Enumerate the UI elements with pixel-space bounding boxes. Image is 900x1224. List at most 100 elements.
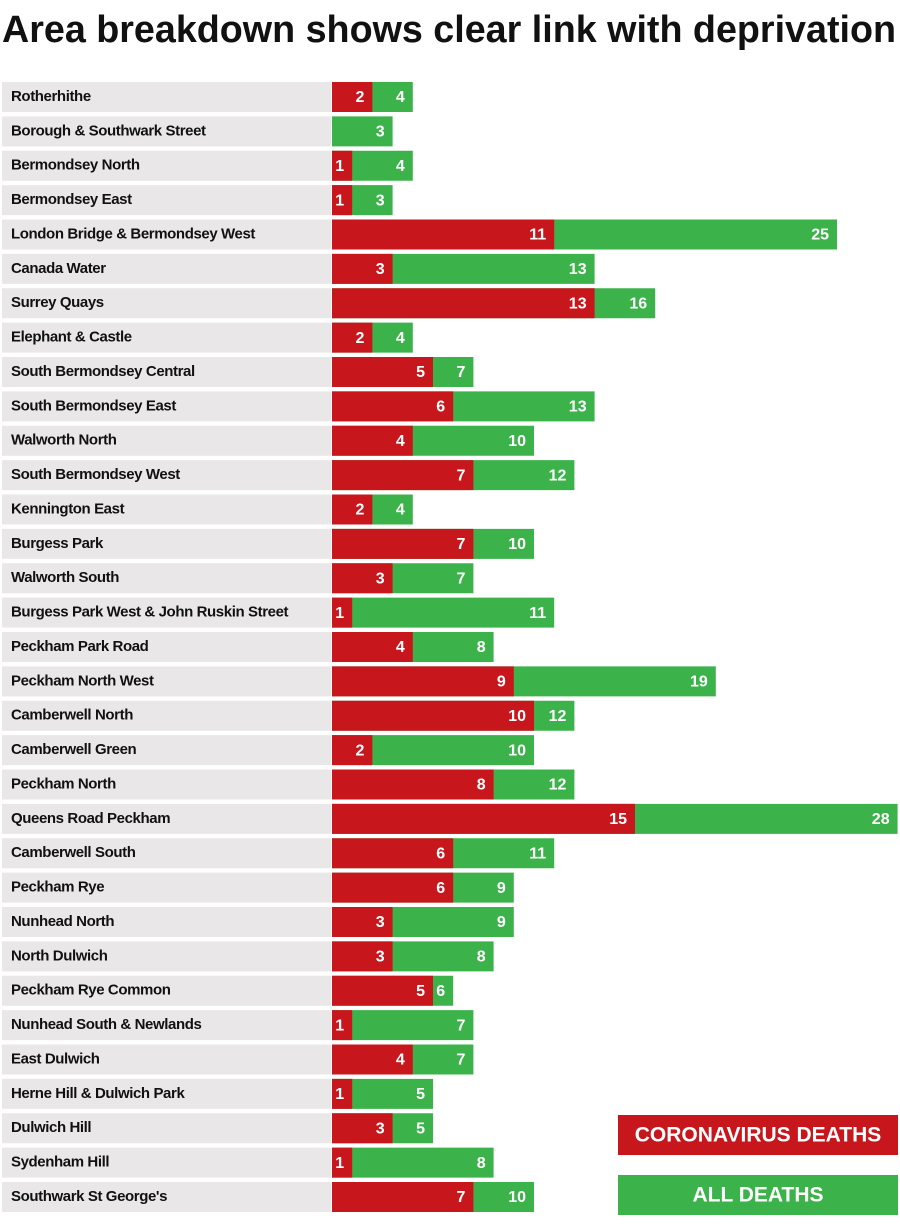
bar — [332, 494, 373, 525]
row-background — [2, 1044, 331, 1075]
value-label: 13 — [569, 261, 587, 278]
row-background — [2, 872, 331, 903]
row-background — [2, 1010, 331, 1041]
value-label: 10 — [508, 742, 526, 759]
value-label: 4 — [396, 1052, 405, 1069]
legend-swatch — [618, 1115, 898, 1155]
category-label: Rotherhithe — [11, 88, 91, 105]
value-label: 10 — [508, 433, 526, 450]
bar — [332, 769, 494, 800]
value-label: 3 — [376, 1120, 385, 1137]
row-background — [2, 460, 331, 491]
category-label: Elephant & Castle — [11, 329, 132, 346]
value-label: 3 — [376, 570, 385, 587]
bar — [332, 1078, 353, 1109]
value-label: 13 — [569, 295, 587, 312]
row-background — [2, 700, 331, 731]
value-label: 1 — [335, 1155, 344, 1172]
category-label: Nunhead North — [11, 913, 114, 930]
value-label: 12 — [549, 708, 567, 725]
value-label: 4 — [396, 158, 405, 175]
row-background — [2, 219, 331, 250]
value-label: 11 — [529, 227, 546, 244]
bar — [332, 1182, 474, 1212]
category-label: Herne Hill & Dulwich Park — [11, 1085, 185, 1102]
bar — [332, 82, 373, 112]
row-background — [2, 391, 331, 422]
row-background — [2, 1113, 331, 1144]
bar — [332, 632, 413, 662]
bar — [332, 288, 595, 319]
bar — [332, 460, 474, 491]
bar — [332, 872, 454, 903]
row-background — [2, 632, 331, 662]
category-label: North Dulwich — [11, 947, 108, 964]
category-label: Burgess Park West & John Ruskin Street — [11, 604, 289, 621]
category-label: Kennington East — [11, 500, 125, 517]
category-label: South Bermondsey East — [11, 397, 176, 414]
bar — [332, 425, 413, 456]
row-background — [2, 494, 331, 525]
value-label: 6 — [436, 845, 445, 862]
category-label: Sydenham Hill — [11, 1154, 109, 1171]
value-label: 9 — [497, 674, 506, 691]
value-label: 7 — [456, 1189, 465, 1206]
bar — [332, 1147, 494, 1178]
category-label: South Bermondsey Central — [11, 363, 195, 380]
bar — [332, 185, 353, 216]
value-label: 8 — [477, 777, 486, 794]
row-background — [2, 597, 331, 628]
value-label: 8 — [477, 1155, 486, 1172]
category-label: Surrey Quays — [11, 294, 104, 311]
bar — [332, 322, 373, 353]
value-label: 7 — [456, 467, 465, 484]
bar — [332, 1010, 474, 1041]
row-background — [2, 666, 331, 697]
value-label: 5 — [416, 1086, 425, 1103]
row-background — [2, 150, 331, 181]
row-background — [2, 1182, 331, 1212]
value-label: 9 — [497, 880, 506, 897]
bar — [332, 975, 433, 1006]
legend-swatch — [618, 1175, 898, 1215]
category-label: Nunhead South & Newlands — [11, 1016, 201, 1033]
value-label: 6 — [436, 880, 445, 897]
value-label: 10 — [508, 708, 526, 725]
value-label: 3 — [376, 192, 385, 209]
value-label: 7 — [456, 364, 465, 381]
bar — [332, 803, 635, 834]
value-label: 2 — [355, 330, 364, 347]
value-label: 8 — [477, 639, 486, 656]
legend-label: ALL DEATHS — [692, 1184, 823, 1207]
bar — [332, 1113, 393, 1144]
value-label: 7 — [456, 536, 465, 553]
category-label: Borough & Southwark Street — [11, 122, 206, 139]
bar — [332, 941, 393, 972]
bar — [332, 1044, 413, 1075]
value-label: 4 — [396, 330, 405, 347]
category-label: Peckham North — [11, 775, 116, 792]
bar — [332, 597, 353, 628]
bar — [332, 116, 393, 147]
value-label: 6 — [436, 983, 445, 1000]
value-label: 7 — [456, 570, 465, 587]
row-background — [2, 322, 331, 353]
value-label: 5 — [416, 364, 425, 381]
value-label: 15 — [609, 811, 627, 828]
bar — [332, 907, 393, 937]
bar — [332, 597, 555, 628]
bar — [332, 1010, 353, 1041]
value-label: 28 — [872, 811, 890, 828]
value-label: 13 — [569, 399, 587, 416]
value-label: 8 — [477, 949, 486, 966]
value-label: 2 — [355, 89, 364, 106]
category-label: Southwark St George's — [11, 1188, 167, 1205]
category-label: Bermondsey North — [11, 157, 140, 174]
row-background — [2, 1078, 331, 1109]
value-label: 2 — [355, 742, 364, 759]
row-background — [2, 563, 331, 594]
category-label: Canada Water — [11, 260, 106, 277]
category-label: Camberwell South — [11, 844, 136, 861]
category-label: East Dulwich — [11, 1050, 100, 1067]
bar — [332, 700, 534, 731]
